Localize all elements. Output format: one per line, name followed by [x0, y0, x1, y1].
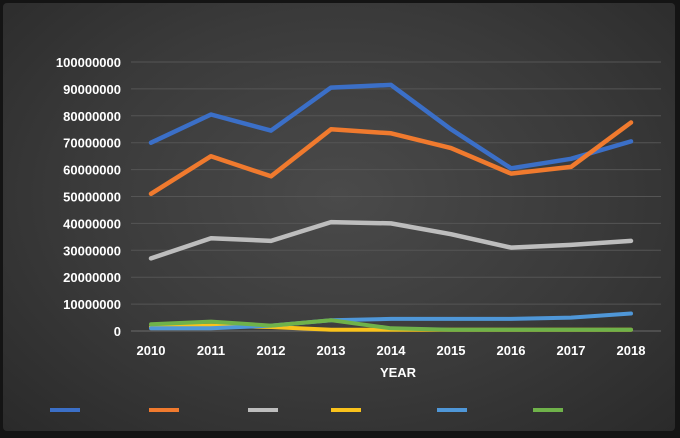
y-tick-label: 90000000: [63, 82, 121, 97]
legend-swatch-1: [50, 408, 80, 412]
line-chart: 0 10000000 20000000 30000000 40000000 5000000…: [50, 55, 661, 412]
grid-lines: [131, 61, 661, 332]
y-tick-label: 100000000: [56, 55, 121, 70]
x-tick-label: 2010: [137, 343, 166, 358]
x-tick-label: 2016: [497, 343, 526, 358]
y-axis-ticks: 0 10000000 20000000 30000000 40000000 5000000…: [56, 55, 121, 339]
y-tick-label: 60000000: [63, 163, 121, 178]
x-tick-label: 2015: [437, 343, 466, 358]
y-tick-label: 10000000: [63, 297, 121, 312]
x-tick-label: 2012: [257, 343, 286, 358]
x-tick-label: 2018: [617, 343, 646, 358]
series-line-6: [149, 318, 633, 332]
legend: [50, 408, 563, 412]
y-tick-label: 70000000: [63, 136, 121, 151]
x-tick-label: 2014: [377, 343, 407, 358]
x-axis-label: YEAR: [380, 365, 417, 380]
chart-frame: 0 10000000 20000000 30000000 40000000 5000000…: [3, 3, 675, 431]
series-lines: [148, 82, 634, 332]
y-tick-label: 40000000: [63, 216, 121, 231]
series-line-5: [149, 311, 633, 331]
series-line-1: [148, 82, 634, 171]
x-tick-label: 2013: [317, 343, 346, 358]
series-line-2: [148, 120, 634, 197]
y-tick-label: 80000000: [63, 109, 121, 124]
x-tick-label: 2011: [197, 343, 225, 358]
y-tick-label: 20000000: [63, 270, 121, 285]
x-tick-label: 2017: [557, 343, 586, 358]
series-line-3: [148, 219, 634, 261]
y-tick-label: 30000000: [63, 243, 121, 258]
y-tick-label: 50000000: [63, 190, 121, 205]
legend-swatch-5: [437, 408, 467, 412]
y-tick-label: 0: [114, 324, 121, 339]
legend-swatch-6: [533, 408, 563, 412]
legend-swatch-4: [331, 408, 361, 412]
legend-swatch-3: [248, 408, 278, 412]
x-axis-ticks: 2010 2011 2012 2013 2014 2015 2016 2017 2018: [137, 343, 646, 358]
legend-swatch-2: [149, 408, 179, 412]
